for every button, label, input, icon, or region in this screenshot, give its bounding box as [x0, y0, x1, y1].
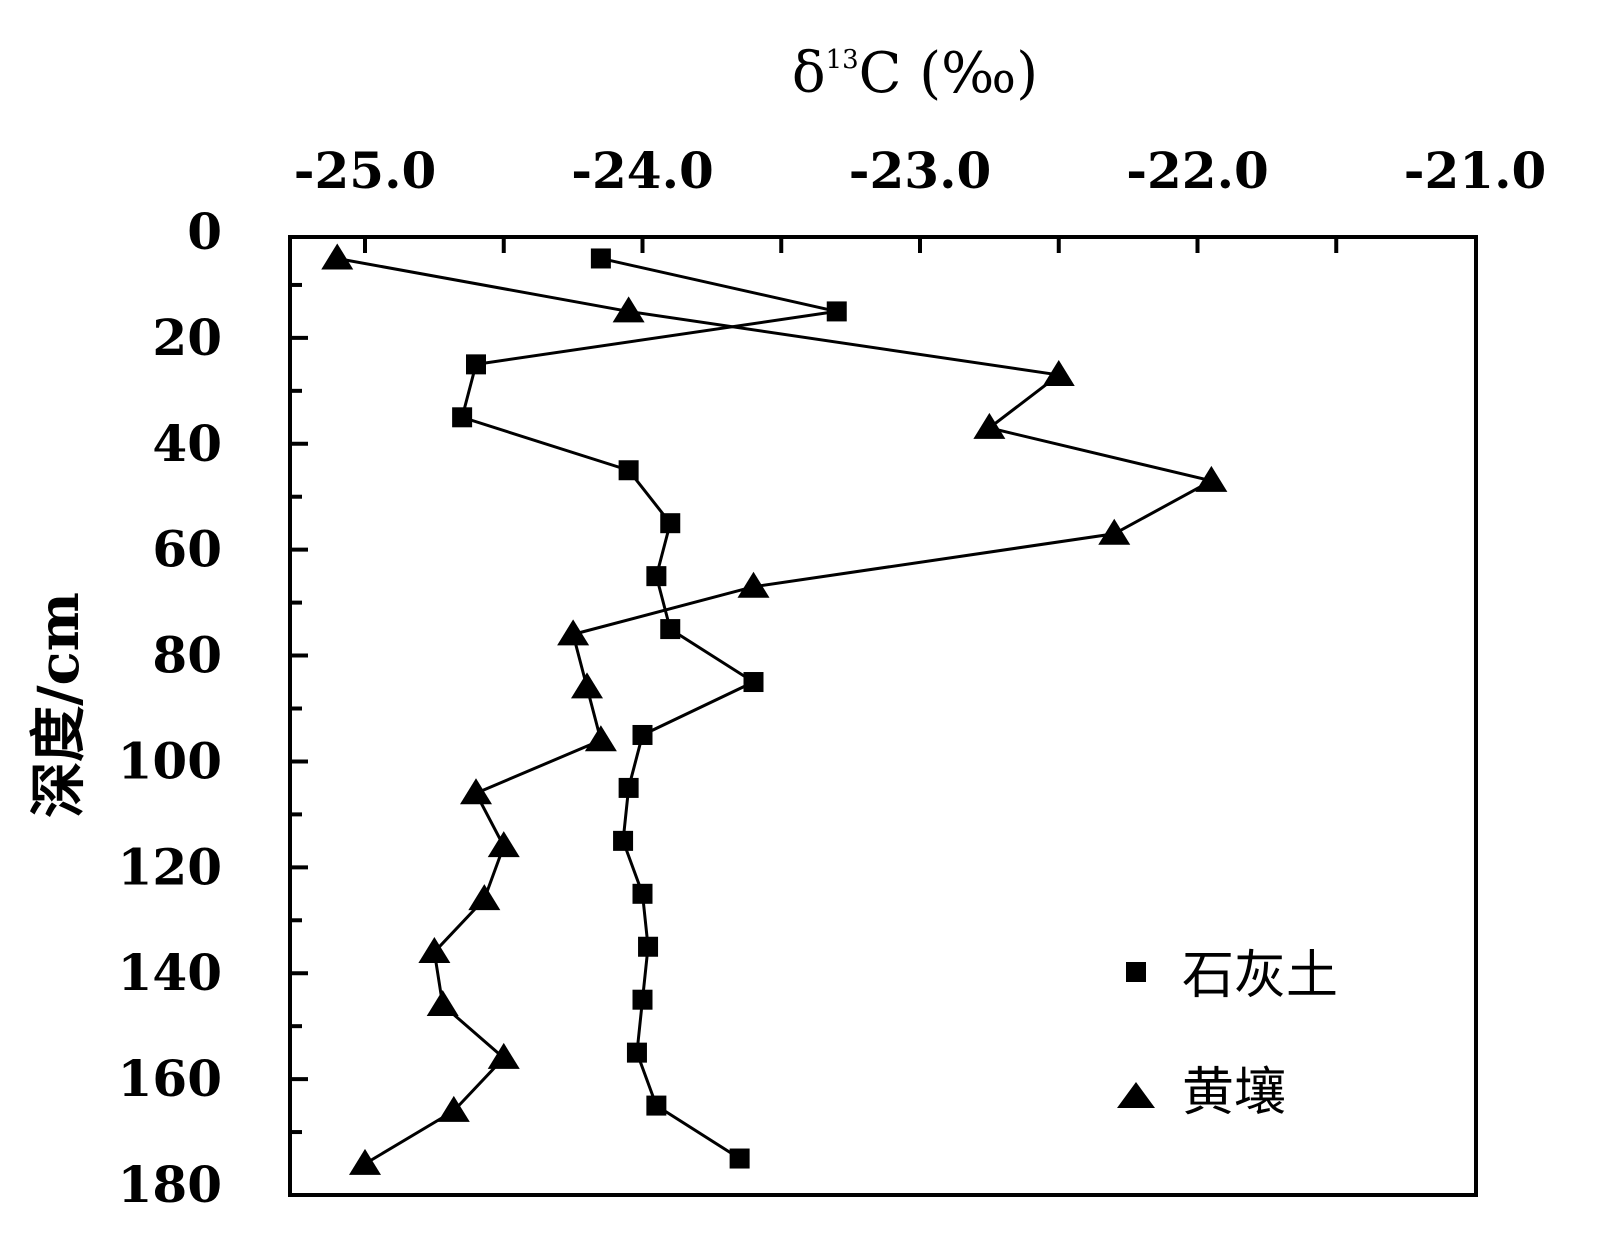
data-point-triangle	[557, 619, 590, 646]
y-tick-label: 140	[118, 943, 222, 1002]
y-tick-label: 40	[152, 414, 222, 473]
data-point-triangle	[973, 412, 1006, 439]
x-tick-label: -23.0	[849, 141, 992, 200]
data-point-triangle	[468, 884, 501, 911]
y-tick-label: 60	[152, 520, 222, 579]
data-point-triangle	[349, 1148, 381, 1175]
data-point-triangle	[571, 672, 603, 699]
y-ticks: 0 20 40 60 80 100 120 140 160 180	[118, 202, 308, 1214]
x-axis-title: δ13C (‰)	[792, 41, 1038, 106]
legend-label-1: 黄壤	[1182, 1063, 1286, 1123]
x-tick-label: -24.0	[571, 141, 714, 200]
data-point-square	[613, 830, 634, 851]
data-point-square	[743, 672, 764, 693]
x-ticks: -25.0 -24.0 -23.0 -22.0 -21.0	[294, 141, 1547, 253]
data-point-square	[452, 407, 473, 428]
y-tick-label: 180	[118, 1155, 222, 1214]
data-point-triangle	[460, 778, 492, 805]
legend-marker-triangle	[1117, 1082, 1155, 1108]
data-point-square	[660, 619, 681, 640]
data-point-square	[632, 989, 653, 1010]
data-point-square	[729, 1148, 750, 1169]
data-point-square	[638, 936, 659, 957]
y-tick-label: 100	[118, 731, 222, 790]
data-point-triangle	[418, 937, 451, 964]
x-tick-label: -25.0	[294, 141, 437, 200]
x-axis-title-delta: δ	[792, 41, 826, 106]
data-point-square	[590, 248, 611, 269]
data-point-triangle	[487, 1042, 520, 1069]
data-point-square	[632, 883, 653, 904]
legend-label-0: 石灰土	[1182, 946, 1338, 1006]
data-point-triangle	[1195, 465, 1228, 492]
data-point-triangle	[487, 831, 520, 858]
data-point-triangle	[737, 571, 770, 598]
data-point-triangle	[1098, 518, 1131, 545]
x-axis-title-rest: C (‰)	[859, 41, 1038, 106]
data-point-square	[646, 1095, 667, 1116]
data-point-square	[618, 777, 639, 798]
y-tick-label: 120	[118, 837, 222, 896]
legend: 石灰土 黄壤	[1117, 946, 1338, 1123]
x-tick-label: -22.0	[1126, 141, 1269, 200]
plot-frame	[288, 235, 1478, 1197]
y-tick-label: 0	[187, 202, 222, 261]
data-point-square	[632, 724, 653, 745]
data-point-triangle	[612, 296, 645, 323]
data-point-square	[646, 566, 667, 587]
data-point-triangle	[426, 989, 459, 1016]
y-tick-label: 160	[118, 1049, 222, 1108]
y-tick-label: 20	[152, 308, 222, 367]
data-point-triangle	[437, 1095, 470, 1122]
data-point-square	[466, 354, 486, 375]
data-point-square	[626, 1042, 647, 1063]
series	[321, 243, 1228, 1175]
data-point-triangle	[584, 725, 617, 752]
data-point-triangle	[1042, 359, 1075, 386]
x-axis-title-superscript: 13	[826, 45, 859, 75]
data-point-square	[826, 301, 847, 322]
y-tick-label: 80	[152, 626, 222, 685]
y-axis-title: 深度/cm	[26, 592, 92, 818]
data-point-square	[660, 513, 681, 534]
legend-marker-square	[1126, 962, 1146, 982]
x-tick-label: -21.0	[1404, 141, 1547, 200]
data-point-square	[618, 460, 639, 481]
data-point-triangle	[321, 243, 354, 270]
series-line-0	[460, 257, 838, 1160]
